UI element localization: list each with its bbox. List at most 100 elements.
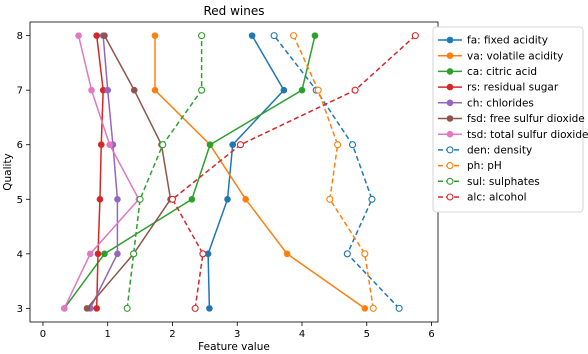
legend-item-ca: ca: citric acid [438, 66, 537, 78]
legend-marker-fa [446, 36, 454, 44]
data-point-sul [198, 32, 206, 40]
data-point-va [151, 32, 159, 39]
data-point-fsd [101, 32, 108, 39]
data-point-ph [369, 304, 377, 312]
data-point-ca [206, 141, 214, 149]
data-point-ca [188, 195, 196, 203]
plot-area [61, 32, 419, 312]
data-point-fa [206, 305, 213, 312]
data-point-rs [97, 141, 105, 149]
legend-label-fsd: fsd: free sulfur dioxide [467, 113, 585, 125]
data-point-tsd [106, 141, 113, 149]
data-point-fa [248, 32, 256, 39]
data-point-alc [236, 141, 245, 149]
series-line-va [154, 35, 366, 309]
data-point-ca [311, 32, 319, 39]
legend-marker-den [446, 146, 454, 154]
legend-marker-ca [446, 68, 454, 75]
data-point-sul [130, 250, 138, 258]
data-point-den [270, 32, 278, 40]
y-tick-label: 7 [17, 86, 23, 97]
y-tick-label: 8 [17, 31, 23, 42]
data-point-alc [168, 195, 177, 203]
legend-label-den: den: density [467, 145, 532, 157]
x-tick-label: 4 [299, 329, 305, 340]
data-point-ch [114, 250, 121, 258]
data-point-ph [326, 195, 334, 203]
legend-label-sul: sul: sulphates [467, 176, 540, 188]
legend-item-sul: sul: sulphates [438, 176, 540, 188]
legend-marker-tsd [446, 130, 454, 138]
data-point-ph [314, 86, 322, 94]
legend-item-fsd: fsd: free sulfur dioxide [438, 113, 585, 125]
data-point-den [368, 195, 376, 203]
y-tick-label: 6 [17, 140, 23, 151]
data-point-alc [411, 32, 419, 40]
data-point-den [395, 304, 403, 312]
series-line-ch [89, 35, 119, 309]
legend-item-fa: fa: fixed acidity [438, 35, 548, 47]
data-point-va [361, 305, 369, 312]
legend-label-ca: ca: citric acid [467, 66, 537, 78]
data-point-ph [290, 32, 298, 40]
legend-label-rs: rs: residual sugar [467, 82, 559, 94]
data-point-fa [229, 141, 237, 149]
legend-marker-fsd [446, 115, 454, 122]
series-line-fa [207, 35, 285, 309]
data-point-va [283, 250, 291, 258]
y-axis-title: Quality [2, 153, 14, 191]
legend-marker-rs [446, 83, 454, 91]
legend-marker-va [446, 52, 454, 60]
series-rs [93, 32, 107, 312]
series-line-sul [126, 35, 203, 309]
data-point-tsd [88, 86, 95, 94]
x-tick-label: 2 [169, 329, 175, 340]
data-point-alc [191, 304, 199, 312]
series-line-ph [292, 35, 374, 309]
data-point-va [151, 86, 159, 94]
legend-label-fa: fa: fixed acidity [467, 35, 548, 47]
legend-marker-sul [446, 177, 454, 185]
x-axis-title: Feature value [198, 341, 270, 353]
legend-frame [432, 26, 584, 213]
data-point-fsd [130, 86, 138, 94]
series-alc [168, 32, 419, 312]
legend-item-ph: ph: pH [438, 160, 502, 172]
series-ph [290, 32, 377, 312]
data-point-sul [159, 141, 167, 149]
legend-marker-ch [446, 99, 454, 107]
series-va [151, 32, 369, 312]
data-point-ch [114, 195, 121, 203]
data-point-den [343, 250, 351, 258]
data-point-ph [361, 250, 369, 258]
x-tick-label: 6 [428, 329, 434, 340]
data-point-ca [101, 250, 108, 258]
legend-item-rs: rs: residual sugar [438, 82, 559, 94]
data-point-rs [96, 195, 104, 203]
series-fa [204, 32, 288, 312]
legend-item-va: va: volatile acidity [438, 50, 563, 62]
series-den [270, 32, 403, 312]
data-point-va [242, 195, 249, 203]
legend: fa: fixed acidity va: volatile acidity ca:… [432, 26, 588, 213]
series-line-tsd [63, 35, 140, 309]
data-point-fa [280, 86, 288, 94]
series-line-alc [171, 35, 416, 309]
legend-item-alc: alc: alcohol [438, 192, 527, 204]
x-tick-label: 0 [40, 329, 46, 340]
legend-marker-ph [446, 162, 454, 170]
data-point-ch [104, 86, 112, 94]
y-tick-label: 3 [17, 304, 23, 315]
data-point-ca [298, 86, 306, 94]
x-tick-label: 5 [364, 329, 370, 340]
plot-frame [29, 21, 439, 323]
y-tick-label: 5 [17, 195, 23, 206]
x-tick-label: 1 [105, 329, 111, 340]
legend-item-den: den: density [438, 145, 532, 157]
series-line-fsd [86, 35, 172, 309]
data-point-alc [351, 86, 359, 94]
data-point-ph [334, 141, 342, 149]
data-point-sul [136, 195, 144, 203]
